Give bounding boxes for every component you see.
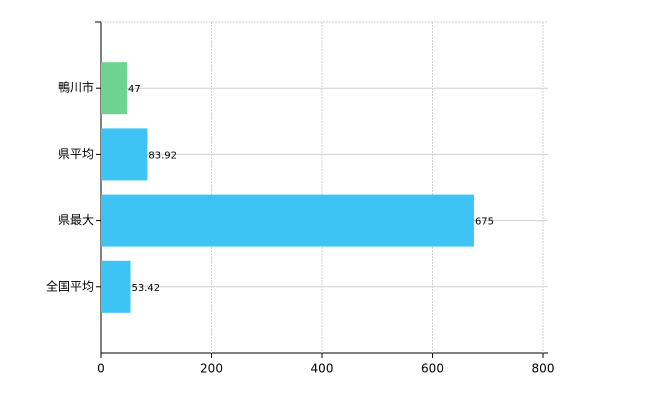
y-tick-label: 県平均: [58, 147, 94, 161]
value-label: 53.42: [132, 283, 161, 294]
bar: [101, 128, 148, 181]
x-tick-label: 200: [200, 362, 223, 376]
bar: [101, 194, 474, 247]
bar: [101, 260, 131, 313]
y-tick-label: 全国平均: [46, 278, 94, 293]
bar: [101, 62, 127, 115]
value-label: 83.92: [148, 150, 177, 161]
y-tick-label: 鴨川市: [58, 80, 94, 95]
x-tick-label: 600: [421, 362, 444, 376]
x-tick-label: 400: [311, 362, 334, 376]
value-label: 675: [475, 217, 494, 228]
x-tick-label: 800: [532, 362, 555, 376]
y-tick-label: 県最大: [58, 213, 94, 227]
x-tick-label: 0: [97, 362, 105, 376]
value-label: 47: [128, 84, 141, 95]
